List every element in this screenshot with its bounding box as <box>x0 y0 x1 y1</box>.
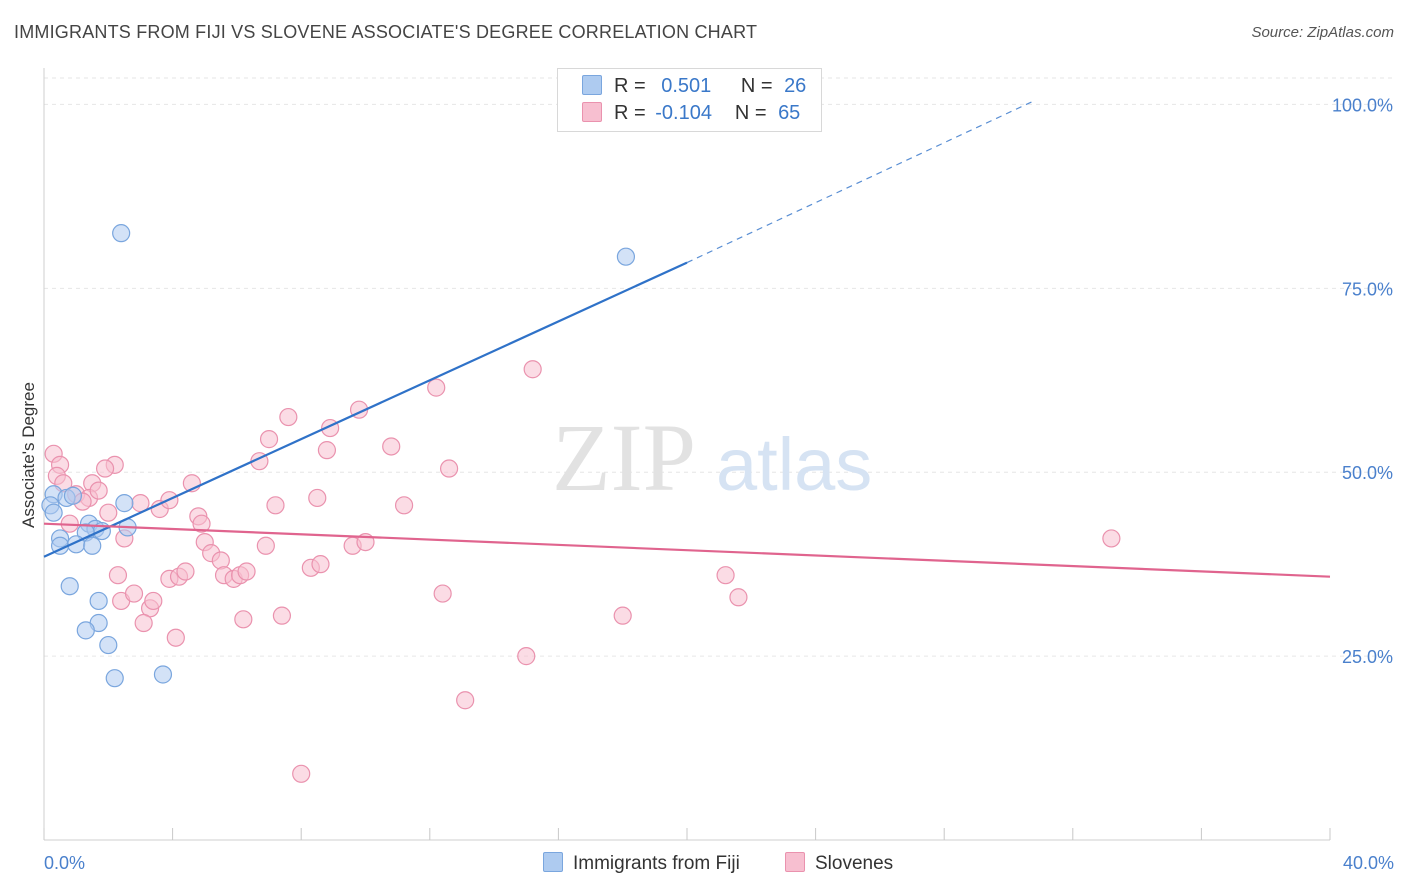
x-tick-label: 0.0% <box>44 853 85 873</box>
trend-lines <box>43 100 1331 578</box>
data-points <box>41 224 1121 783</box>
bottom-legend-slovenes: Slovenes <box>785 852 893 875</box>
slovene-point <box>211 551 230 570</box>
fiji-point <box>83 536 102 555</box>
slovene-point <box>308 488 327 508</box>
fiji-point <box>60 577 79 596</box>
slovene-point <box>456 691 475 710</box>
fiji-point <box>153 665 173 684</box>
fiji-point <box>89 591 108 611</box>
slovene-point <box>292 764 311 783</box>
slovene-point <box>99 503 118 522</box>
slovene-r-label: R = <box>614 102 646 124</box>
slovene-point <box>311 555 330 574</box>
fiji-r-value: 0.501 <box>661 75 712 97</box>
slovene-point <box>382 437 401 456</box>
bottom-slovene-label: Slovenes <box>815 853 894 874</box>
y-tick-label: 50.0% <box>1342 463 1393 483</box>
stats-legend: R = 0.501 N = 26 R = -0.104 N = 65 <box>557 68 822 132</box>
watermark-atlas: atlas <box>716 423 872 506</box>
y-tick-label: 75.0% <box>1342 279 1393 299</box>
slovene-point <box>176 562 195 581</box>
fiji-point <box>63 486 83 505</box>
slovene-point <box>272 606 292 625</box>
slovene-point <box>237 562 256 581</box>
slovene-point <box>317 441 337 460</box>
bottom-fiji-swatch <box>543 852 563 872</box>
slovene-point <box>256 536 275 555</box>
chart-title: IMMIGRANTS FROM FIJI VS SLOVENE ASSOCIAT… <box>14 22 758 42</box>
slovene-point <box>166 628 185 647</box>
slovene-point <box>427 378 446 397</box>
legend-row-slovenes: R = -0.104 N = 65 <box>582 102 800 128</box>
bottom-slovene-swatch <box>785 852 805 872</box>
slovene-point <box>259 430 279 449</box>
slovene-point <box>433 584 452 603</box>
slovene-point <box>1102 529 1121 548</box>
slovene-point <box>523 360 542 379</box>
slovene-point <box>439 459 459 478</box>
fiji-point <box>76 621 95 640</box>
slovene-point <box>394 496 414 515</box>
fiji-swatch <box>582 75 602 95</box>
tick-labels: 25.0% 50.0% 75.0% 100.0% 0.0% 40.0% <box>44 95 1394 873</box>
axes <box>43 68 1331 841</box>
legend-row-fiji: R = 0.501 N = 26 <box>582 75 806 101</box>
slovene-point <box>613 606 632 625</box>
slovene-point <box>266 496 285 515</box>
fiji-point <box>105 669 124 688</box>
slovene-r-value: -0.104 <box>655 102 712 124</box>
fiji-r-label: R = <box>614 75 646 97</box>
slovene-point <box>716 566 735 585</box>
y-axis-label: Associate's Degree <box>19 382 38 528</box>
fiji-n-value: 26 <box>784 75 807 97</box>
slovene-point <box>144 591 163 611</box>
bottom-fiji-label: Immigrants from Fiji <box>573 853 740 874</box>
watermark: ZIP atlas <box>552 404 872 511</box>
slovene-point <box>234 610 253 629</box>
slovene-point <box>124 584 144 603</box>
slovene-point <box>729 588 748 607</box>
watermark-zip: ZIP <box>552 404 696 511</box>
fiji-trend-extension <box>686 100 1035 264</box>
slovene-swatch <box>582 102 602 122</box>
slovene-n-label: N = <box>734 102 767 124</box>
bottom-legend-fiji: Immigrants from Fiji <box>543 852 740 875</box>
y-tick-label: 100.0% <box>1332 95 1393 115</box>
fiji-trend-line <box>43 261 688 558</box>
slovene-point <box>192 514 211 533</box>
slovene-trend-line <box>43 522 1331 578</box>
fiji-point <box>99 635 118 655</box>
fiji-point <box>616 247 636 266</box>
slovene-n-value: 65 <box>778 102 801 124</box>
slovene-point <box>134 613 153 633</box>
slovene-point <box>517 647 536 666</box>
fiji-point <box>115 494 134 513</box>
slovene-point <box>279 407 298 427</box>
slovene-point <box>108 566 128 585</box>
x-tick-label: 40.0% <box>1343 853 1394 873</box>
fiji-n-label: N = <box>740 75 773 97</box>
slovene-point <box>95 459 115 478</box>
source-credit: Source: ZipAtlas.com <box>1251 24 1394 41</box>
slovene-point <box>89 481 108 500</box>
y-tick-label: 25.0% <box>1342 647 1393 667</box>
fiji-point <box>112 224 131 243</box>
fiji-point <box>44 503 63 522</box>
